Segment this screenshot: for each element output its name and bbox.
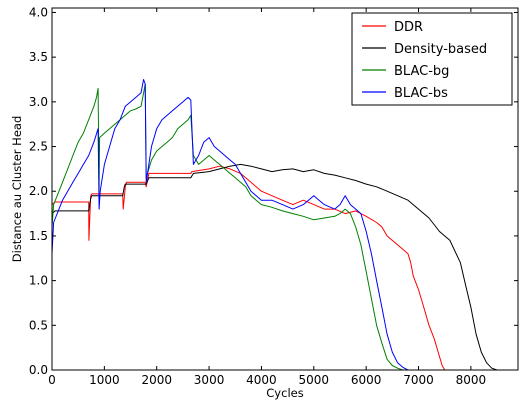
x-tick-label: 3000 xyxy=(194,373,225,387)
legend-box xyxy=(351,12,513,106)
series-line-density-based xyxy=(51,163,503,371)
legend-label: DDR xyxy=(394,20,423,35)
y-tick-label: 4.0 xyxy=(29,5,48,19)
x-tick-label: 8000 xyxy=(456,373,487,387)
y-tick-label: 2.5 xyxy=(29,140,48,154)
x-tick-label: 7000 xyxy=(403,373,434,387)
plot-frame xyxy=(51,7,519,371)
legend-label: BLAC-bg xyxy=(394,64,449,79)
series-line-blac-bg xyxy=(51,83,408,371)
y-tick-label: 0.5 xyxy=(29,318,48,332)
x-tick-label: 6000 xyxy=(351,373,382,387)
y-tick-label: 0.0 xyxy=(29,363,48,377)
x-tick-label: 5000 xyxy=(299,373,330,387)
y-tick-label: 1.0 xyxy=(29,274,48,288)
ticks-layer: 0 1000 2000 3000 4000 5000 6000 7000 8000 0.0 0.5 1… xyxy=(29,5,518,387)
y-tick-label: 3.5 xyxy=(29,50,48,64)
legend: DDR Density-based BLAC-bg BLAC-bs xyxy=(351,12,513,106)
series-line-blac-bs xyxy=(51,79,414,371)
series-layer xyxy=(51,79,503,371)
x-tick-label: 4000 xyxy=(246,373,277,387)
series-line-ddr xyxy=(51,165,450,371)
legend-label: BLAC-bs xyxy=(394,86,448,101)
x-tick-label: 1000 xyxy=(89,373,120,387)
y-tick-label: 3.0 xyxy=(29,95,48,109)
legend-label: Density-based xyxy=(394,42,487,57)
x-tick-label: 2000 xyxy=(141,373,172,387)
y-tick-label: 1.5 xyxy=(29,229,48,243)
y-axis-label: Distance au Cluster Head xyxy=(10,116,24,262)
x-tick-label: 0 xyxy=(48,373,56,387)
x-axis-label: Cycles xyxy=(266,386,303,400)
y-tick-label: 2.0 xyxy=(29,184,48,198)
